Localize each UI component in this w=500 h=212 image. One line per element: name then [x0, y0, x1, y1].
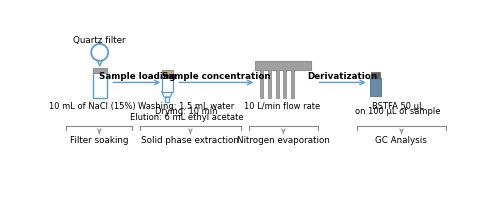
- Text: Nitrogen evaporation: Nitrogen evaporation: [237, 137, 330, 145]
- Bar: [254, 61, 310, 70]
- Text: Quartz filter: Quartz filter: [74, 36, 126, 45]
- Text: GC Analysis: GC Analysis: [375, 137, 427, 145]
- Bar: [370, 78, 381, 96]
- Bar: [260, 70, 263, 98]
- Bar: [92, 68, 106, 98]
- Bar: [165, 97, 170, 102]
- Bar: [284, 70, 286, 98]
- Text: Washing: 1.5 mL water: Washing: 1.5 mL water: [138, 102, 234, 111]
- Text: Solid phase extraction: Solid phase extraction: [142, 137, 240, 145]
- Text: Sample concentration: Sample concentration: [162, 72, 270, 81]
- Text: Sample loading: Sample loading: [98, 72, 175, 81]
- Text: Elution: 6 mL ethyl acetate: Elution: 6 mL ethyl acetate: [130, 113, 244, 121]
- Bar: [276, 70, 278, 98]
- Bar: [291, 70, 294, 98]
- Text: 10 mL of NaCl (15%): 10 mL of NaCl (15%): [48, 102, 136, 111]
- Polygon shape: [162, 92, 172, 97]
- Text: Drying: 10 min: Drying: 10 min: [155, 107, 218, 116]
- Text: 10 L/min flow rate: 10 L/min flow rate: [244, 102, 320, 111]
- Bar: [92, 68, 106, 73]
- Text: on 100 μL of sample: on 100 μL of sample: [356, 107, 441, 116]
- Bar: [268, 70, 271, 98]
- Bar: [162, 70, 172, 75]
- Text: Derivatization: Derivatization: [307, 72, 378, 81]
- Bar: [371, 72, 380, 78]
- Text: Filter soaking: Filter soaking: [70, 137, 128, 145]
- Text: BSTFA 50 μL: BSTFA 50 μL: [372, 102, 424, 111]
- Bar: [162, 75, 172, 92]
